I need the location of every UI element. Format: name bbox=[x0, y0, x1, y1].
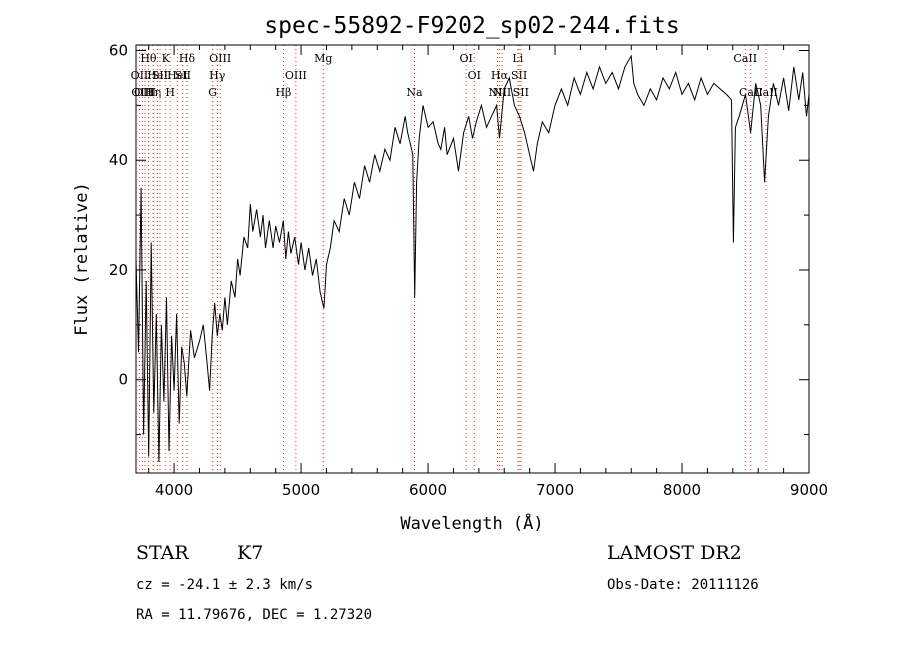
axes: 4000 5000 6000 7000 8000 9000 0 20 40 60 bbox=[109, 41, 828, 499]
line-marker-label: G bbox=[208, 86, 217, 99]
x-tick-label: 6000 bbox=[409, 481, 447, 499]
line-marker-label: Hγ bbox=[209, 69, 226, 82]
line-marker-label: NII bbox=[493, 86, 511, 99]
line-marker-label: Na bbox=[406, 86, 423, 99]
line-marker-label: Li bbox=[512, 52, 523, 65]
line-marker-label: Hδ bbox=[179, 52, 196, 65]
spectrum-line bbox=[135, 54, 810, 463]
line-marker-label: SII bbox=[511, 69, 527, 82]
line-marker-label: OIII bbox=[131, 86, 153, 99]
redshift-velocity: cz = -24.1 ± 2.3 km/s bbox=[136, 577, 313, 593]
x-tick-label: 7000 bbox=[536, 481, 574, 499]
line-marker-label: OIII bbox=[209, 52, 231, 65]
plot-frame bbox=[135, 44, 810, 474]
x-axis-label: Wavelength (Å) bbox=[400, 512, 543, 534]
line-marker-label: SII bbox=[175, 69, 191, 82]
line-marker-label: Hθ bbox=[140, 52, 157, 65]
line-marker-label: HeI bbox=[147, 69, 167, 82]
line-marker-label: H bbox=[165, 86, 175, 99]
x-tick-label: 4000 bbox=[155, 481, 193, 499]
x-tick-label: 8000 bbox=[663, 481, 701, 499]
line-marker-label: OII bbox=[131, 69, 149, 82]
y-tick-label: 40 bbox=[109, 151, 128, 169]
line-marker-label: OIII bbox=[285, 69, 307, 82]
sky-coordinates: RA = 11.79676, DEC = 1.27320 bbox=[136, 607, 372, 623]
line-marker-label: HeI bbox=[167, 69, 187, 82]
survey-name: LAMOST DR2 bbox=[607, 542, 742, 564]
line-marker-label: Mg bbox=[314, 52, 332, 65]
observation-date: Obs-Date: 20111126 bbox=[607, 577, 759, 593]
line-marker-label: Hα bbox=[491, 69, 509, 82]
y-axis-label: Flux (relative) bbox=[72, 182, 92, 336]
x-tick-label: 5000 bbox=[282, 481, 320, 499]
line-marker-label: Hη bbox=[145, 86, 161, 99]
line-marker-label: OI bbox=[459, 52, 472, 65]
line-marker-label: SII bbox=[513, 86, 529, 99]
line-marker-label: OI bbox=[468, 69, 481, 82]
object-class: STAR bbox=[136, 542, 189, 564]
y-tick-label: 0 bbox=[118, 371, 128, 389]
line-marker-label: OIII bbox=[134, 86, 156, 99]
line-marker-label: SII bbox=[152, 69, 168, 82]
object-subclass: K7 bbox=[237, 542, 263, 564]
line-marker-label: Hβ bbox=[275, 86, 291, 99]
chart-title: spec-55892-F9202_sp02-244.fits bbox=[264, 13, 679, 39]
x-tick-label: 9000 bbox=[790, 481, 828, 499]
line-marker-label: CaII bbox=[733, 52, 757, 65]
spectrum-series bbox=[135, 54, 810, 463]
line-marker-label: K bbox=[162, 52, 171, 65]
y-tick-label: 60 bbox=[109, 41, 128, 59]
y-tick-label: 20 bbox=[109, 261, 128, 279]
